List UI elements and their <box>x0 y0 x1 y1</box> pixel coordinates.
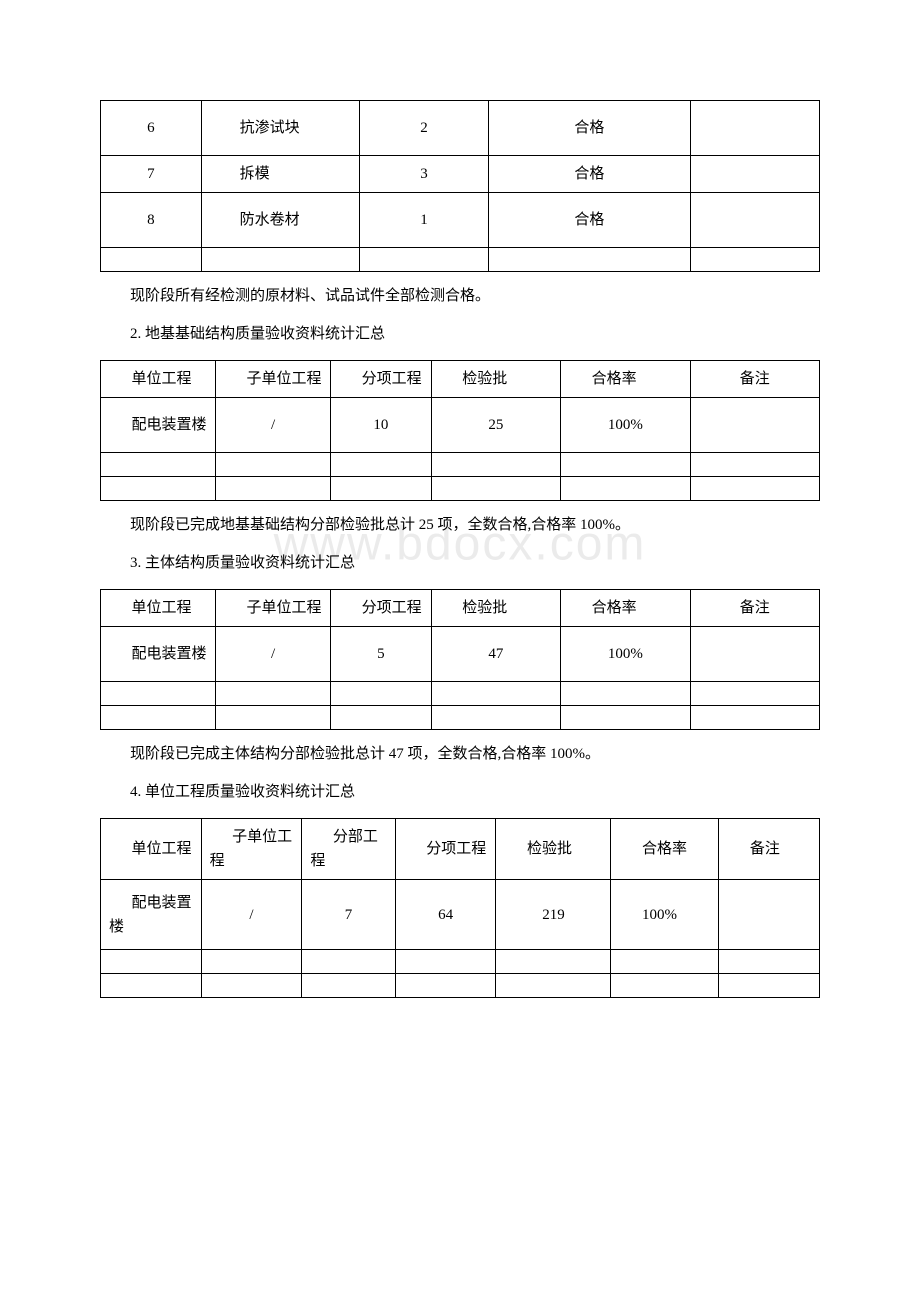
col-subunit: 子单位工程 <box>201 819 302 880</box>
cell-result: 合格 <box>489 156 690 193</box>
cell-qty: 2 <box>359 101 488 156</box>
paragraph-mainbody-summary: 现阶段已完成主体结构分部检验批总计 47 项，全数合格,合格率 100%。 <box>100 742 820 766</box>
col-inspect: 检验批 <box>431 361 560 398</box>
col-subitem: 分项工程 <box>395 819 496 880</box>
table-header: 单位工程 子单位工程 分部工程 分项工程 检验批 合格率 备注 <box>101 819 820 880</box>
cell-qty: 1 <box>359 193 488 248</box>
cell-result: 合格 <box>489 193 690 248</box>
col-note: 备注 <box>690 361 819 398</box>
table-row: 配电装置楼 / 5 47 100% <box>101 627 820 682</box>
table-row: 7 拆模 3 合格 <box>101 156 820 193</box>
col-subunit: 子单位工程 <box>216 590 331 627</box>
col-note: 备注 <box>719 819 820 880</box>
cell-passrate: 100% <box>561 627 690 682</box>
cell-inspect: 219 <box>496 880 611 950</box>
table-row: 8 防水卷材 1 合格 <box>101 193 820 248</box>
table-row: 6 抗渗试块 2 合格 <box>101 101 820 156</box>
table-row-empty <box>101 682 820 706</box>
mainbody-table: 单位工程 子单位工程 分项工程 检验批 合格率 备注 配电装置楼 / 5 47 … <box>100 589 820 730</box>
materials-table: 6 抗渗试块 2 合格 7 拆模 3 合格 8 防水卷材 1 合格 <box>100 100 820 272</box>
table-row-empty <box>101 477 820 501</box>
table-row-empty <box>101 950 820 974</box>
paragraph-foundation-summary: 现阶段已完成地基基础结构分部检验批总计 25 项，全数合格,合格率 100%。 <box>100 513 820 537</box>
col-note: 备注 <box>690 590 819 627</box>
col-subitem: 分项工程 <box>331 590 432 627</box>
cell-note <box>690 156 819 193</box>
cell-note <box>690 193 819 248</box>
cell-result: 合格 <box>489 101 690 156</box>
table-row-empty <box>101 706 820 730</box>
col-passrate: 合格率 <box>561 590 690 627</box>
col-inspect: 检验批 <box>431 590 560 627</box>
cell-note <box>719 880 820 950</box>
cell-subitem: 10 <box>331 398 432 453</box>
cell-name: 拆模 <box>201 156 359 193</box>
cell-passrate: 100% <box>561 398 690 453</box>
heading-unit: 4. 单位工程质量验收资料统计汇总 <box>100 780 820 804</box>
cell-unit: 配电装置楼 <box>101 880 202 950</box>
heading-mainbody: 3. 主体结构质量验收资料统计汇总 <box>100 551 820 575</box>
cell-name: 抗渗试块 <box>201 101 359 156</box>
unit-table: 单位工程 子单位工程 分部工程 分项工程 检验批 合格率 备注 配电装置楼 / … <box>100 818 820 998</box>
col-inspect: 检验批 <box>496 819 611 880</box>
table-row-empty <box>101 974 820 998</box>
cell-part: 7 <box>302 880 395 950</box>
cell-name: 防水卷材 <box>201 193 359 248</box>
cell-passrate: 100% <box>611 880 719 950</box>
cell-num: 6 <box>101 101 202 156</box>
cell-unit: 配电装置楼 <box>101 627 216 682</box>
cell-subunit: / <box>201 880 302 950</box>
col-subitem: 分项工程 <box>331 361 432 398</box>
cell-inspect: 25 <box>431 398 560 453</box>
table-row: 配电装置楼 / 7 64 219 100% <box>101 880 820 950</box>
cell-inspect: 47 <box>431 627 560 682</box>
table-row-empty <box>101 453 820 477</box>
cell-subitem: 64 <box>395 880 496 950</box>
paragraph-materials-summary: 现阶段所有经检测的原材料、试品试件全部检测合格。 <box>100 284 820 308</box>
document-content: 6 抗渗试块 2 合格 7 拆模 3 合格 8 防水卷材 1 合格 现阶段所有经… <box>100 100 820 998</box>
cell-unit: 配电装置楼 <box>101 398 216 453</box>
cell-subitem: 5 <box>331 627 432 682</box>
cell-num: 8 <box>101 193 202 248</box>
cell-note <box>690 398 819 453</box>
table-row-empty <box>101 248 820 272</box>
heading-foundation: 2. 地基基础结构质量验收资料统计汇总 <box>100 322 820 346</box>
cell-note <box>690 627 819 682</box>
foundation-table: 单位工程 子单位工程 分项工程 检验批 合格率 备注 配电装置楼 / 10 25… <box>100 360 820 501</box>
col-subunit: 子单位工程 <box>216 361 331 398</box>
cell-num: 7 <box>101 156 202 193</box>
table-header: 单位工程 子单位工程 分项工程 检验批 合格率 备注 <box>101 361 820 398</box>
cell-qty: 3 <box>359 156 488 193</box>
cell-note <box>690 101 819 156</box>
cell-subunit: / <box>216 627 331 682</box>
cell-subunit: / <box>216 398 331 453</box>
col-part: 分部工程 <box>302 819 395 880</box>
col-unit: 单位工程 <box>101 590 216 627</box>
col-unit: 单位工程 <box>101 361 216 398</box>
table-header: 单位工程 子单位工程 分项工程 检验批 合格率 备注 <box>101 590 820 627</box>
col-unit: 单位工程 <box>101 819 202 880</box>
table-row: 配电装置楼 / 10 25 100% <box>101 398 820 453</box>
col-passrate: 合格率 <box>561 361 690 398</box>
col-passrate: 合格率 <box>611 819 719 880</box>
